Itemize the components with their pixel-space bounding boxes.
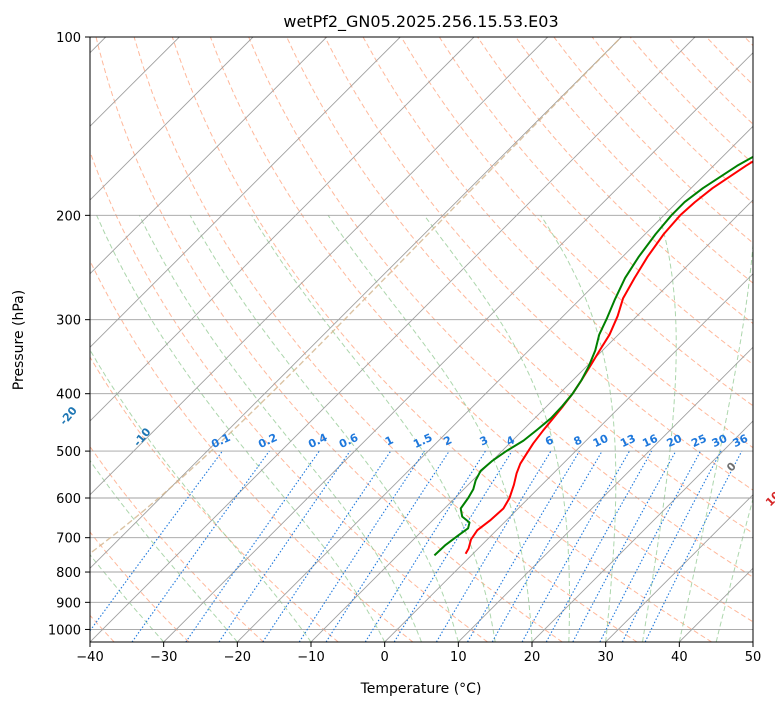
isotherm-line bbox=[605, 494, 753, 642]
moist-adiabat-line bbox=[189, 215, 459, 642]
isotherm-line bbox=[163, 52, 753, 642]
mixing-ratio-line bbox=[545, 450, 653, 642]
moist-adiabat-line bbox=[423, 215, 570, 642]
moist-adiabat-line bbox=[138, 215, 422, 642]
mixing-ratio-label: 10 bbox=[591, 432, 611, 450]
mixing-ratio-line bbox=[185, 450, 320, 642]
isotherm-line bbox=[236, 125, 753, 642]
isotherm-line bbox=[90, 37, 254, 201]
dewpoint-profile-line bbox=[433, 155, 753, 557]
mixing-ratio-line bbox=[364, 450, 486, 642]
isotherm-line bbox=[90, 37, 328, 275]
moist-adiabat-line bbox=[96, 215, 386, 642]
x-axis-label: Temperature (°C) bbox=[360, 681, 482, 697]
moist-adiabat-line bbox=[678, 238, 753, 642]
mixing-ratio-line bbox=[644, 450, 743, 642]
mixing-ratio-label: 30 bbox=[710, 432, 730, 450]
dry-adiabat-line bbox=[400, 37, 753, 407]
isotherm-line bbox=[384, 273, 753, 642]
y-tick-label: 300 bbox=[56, 314, 81, 329]
profile-curves bbox=[433, 155, 753, 557]
mixing-ratio-line bbox=[262, 450, 392, 642]
mixing-ratio-line bbox=[521, 450, 630, 642]
y-tick-label: 400 bbox=[56, 388, 81, 403]
dry-adiabat-line bbox=[171, 37, 712, 642]
mixing-ratio-line bbox=[90, 450, 223, 632]
moist-adiabat-line bbox=[90, 459, 238, 642]
dry-adiabat-line bbox=[248, 37, 753, 578]
mixing-ratio-label: 13 bbox=[618, 432, 637, 450]
isotherm-line bbox=[90, 37, 696, 642]
plot-frame bbox=[89, 36, 754, 643]
mixing-ratio-line bbox=[435, 450, 552, 642]
background-lines bbox=[90, 37, 753, 642]
x-tick-label: 0 bbox=[381, 650, 389, 665]
x-tick-label: −30 bbox=[150, 650, 177, 665]
x-axis: −40 −30 −20 −10 0 10 20 30 40 50 bbox=[76, 642, 761, 665]
y-axis: 100 200 300 400 500 600 700 800 900 1000 bbox=[48, 31, 90, 638]
isotherm-line bbox=[90, 37, 549, 496]
mixing-ratio-line bbox=[621, 450, 722, 642]
dry-adiabat-line bbox=[629, 37, 753, 165]
moist-adiabat-line bbox=[90, 554, 165, 642]
y-tick-label: 1000 bbox=[48, 623, 81, 638]
x-tick-label: 30 bbox=[597, 650, 614, 665]
wet-bulb-label: 10 bbox=[763, 489, 775, 509]
dry-adiabat-line bbox=[438, 37, 753, 366]
mixing-ratio-line bbox=[393, 450, 513, 642]
chart-title: wetPf2_GN05.2025.256.15.53.E03 bbox=[283, 12, 558, 32]
isotherm-line bbox=[310, 199, 753, 642]
dry-adiabat-line bbox=[133, 37, 638, 642]
dry-adiabat-line bbox=[362, 37, 753, 449]
x-tick-label: −20 bbox=[224, 650, 251, 665]
x-tick-label: −10 bbox=[297, 650, 324, 665]
isotherm-line bbox=[90, 37, 622, 569]
mixing-ratio-line bbox=[572, 450, 677, 642]
y-tick-label: 800 bbox=[56, 566, 81, 581]
mixing-ratio-line bbox=[599, 450, 701, 642]
y-tick-label: 900 bbox=[56, 596, 81, 611]
y-tick-label: 600 bbox=[56, 492, 81, 507]
isotherm-line bbox=[90, 37, 401, 348]
isotherm-line bbox=[531, 420, 753, 642]
y-tick-label: 700 bbox=[56, 532, 81, 547]
mixing-ratio-line bbox=[298, 450, 425, 642]
moist-adiabat-line bbox=[540, 215, 617, 642]
y-tick-label: 200 bbox=[56, 209, 81, 224]
tan-reference-curve bbox=[90, 37, 622, 555]
x-tick-label: 40 bbox=[671, 650, 688, 665]
dry-adiabat-line bbox=[553, 37, 753, 244]
moist-adiabat-line bbox=[642, 215, 677, 642]
isotherm-line bbox=[90, 37, 475, 422]
x-tick-label: −40 bbox=[76, 650, 103, 665]
y-tick-label: 100 bbox=[56, 31, 81, 46]
dry-adiabat-line bbox=[324, 37, 753, 491]
y-tick-label: 500 bbox=[56, 445, 81, 460]
mixing-ratio-line bbox=[218, 450, 351, 642]
dry-adiabat-line bbox=[90, 531, 190, 642]
dry-adiabat-line bbox=[90, 259, 414, 642]
x-tick-label: 20 bbox=[524, 650, 541, 665]
dry-adiabat-line bbox=[95, 37, 563, 642]
mixing-ratio-label: 25 bbox=[689, 432, 708, 450]
moist-adiabat-line bbox=[251, 215, 496, 642]
temperature-profile-line bbox=[464, 160, 753, 555]
dry-adiabat-line bbox=[210, 37, 753, 623]
dry-adiabat-line bbox=[477, 37, 753, 325]
mixing-ratio-line bbox=[325, 450, 450, 642]
moist-adiabat-line bbox=[715, 497, 753, 642]
isotherm-line bbox=[457, 346, 753, 642]
mixing-ratio-line bbox=[131, 450, 270, 642]
x-tick-label: 10 bbox=[450, 650, 467, 665]
mixing-ratio-label: 16 bbox=[640, 432, 660, 450]
x-tick-label: 50 bbox=[745, 650, 762, 665]
moist-adiabat-line bbox=[90, 349, 312, 642]
mixing-ratio-label: 20 bbox=[665, 432, 685, 450]
y-axis-label: Pressure (hPa) bbox=[11, 290, 27, 390]
mixing-ratio-label: 36 bbox=[731, 432, 751, 450]
